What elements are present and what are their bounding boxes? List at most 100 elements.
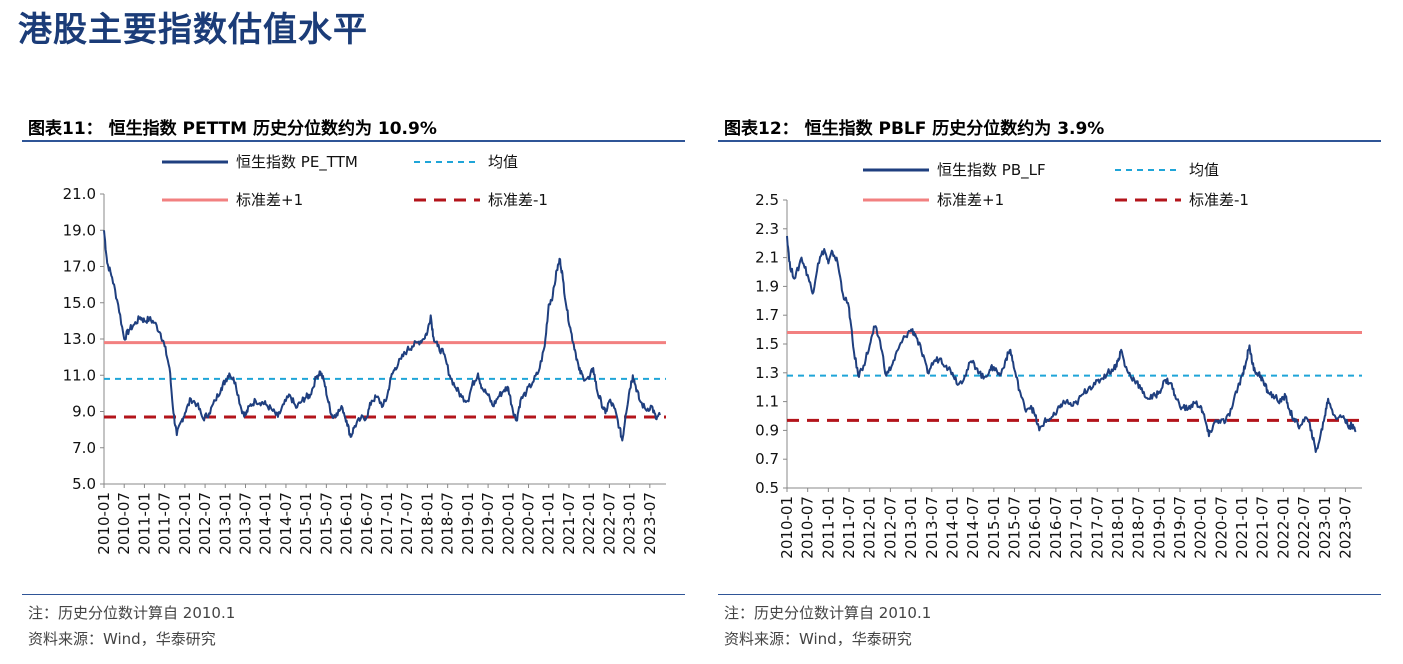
- figure-12-panel: 图表12： 恒生指数 PBLF 历史分位数约为 3.9% 0.5 0.7 0.9 1.…: [718, 110, 1383, 664]
- pb-legend-label-minus-1sd: 标准差-1: [1189, 191, 1249, 209]
- pb-y-tick-label: 1.7: [755, 306, 779, 324]
- pe-x-tick-label: 2020-07: [520, 492, 538, 555]
- pb-x-tick-label: 2012-07: [881, 496, 899, 559]
- pb-x-tick-label: 2023-07: [1336, 496, 1354, 559]
- pe-x-tick-label: 2018-07: [439, 492, 457, 555]
- pe-x-tick-label: 2023-07: [641, 492, 659, 555]
- pb-x-tick-label: 2019-01: [1150, 496, 1168, 559]
- pe-x-tick-label: 2012-07: [196, 492, 214, 555]
- pe-x-tick-label: 2013-07: [237, 492, 255, 555]
- pb-legend-label-plus-1sd: 标准差+1: [937, 191, 1004, 209]
- pb-x-tick-label: 2018-07: [1130, 496, 1148, 559]
- pe-y-tick-label: 17.0: [63, 258, 96, 276]
- page-title: 港股主要指数估值水平: [18, 10, 368, 50]
- pe-y-tick-label: 7.0: [72, 439, 96, 457]
- pe-x-tick-label: 2022-01: [580, 492, 598, 555]
- figure-11-top-rule: [22, 140, 685, 142]
- pe-x-tick-label: 2021-07: [560, 492, 578, 555]
- pe-x-tick-label: 2016-07: [358, 492, 376, 555]
- pe-x-tick-label: 2017-01: [378, 492, 396, 555]
- pe-x-tick-label: 2015-01: [297, 492, 315, 555]
- figure-12-top-rule: [718, 140, 1381, 142]
- figure-11-panel: 图表11： 恒生指数 PETTM 历史分位数约为 10.9% 5.0 7.0 9.0…: [22, 110, 687, 664]
- pe-x-tick-label: 2013-01: [216, 492, 234, 555]
- pb-series-line: [786, 235, 1357, 453]
- pb-x-tick-label: 2013-01: [902, 496, 920, 559]
- pe-x-tick-label: 2010-07: [115, 492, 133, 555]
- pb-y-tick-label: 1.5: [755, 335, 779, 353]
- pb-x-tick-label: 2021-07: [1254, 496, 1272, 559]
- figure-12-source: 资料来源：Wind，华泰研究: [724, 630, 912, 648]
- pb-y-tick-label: 2.3: [755, 220, 779, 238]
- pe-legend-label-plus-1sd: 标准差+1: [236, 191, 303, 209]
- pe-x-tick-label: 2012-01: [176, 492, 194, 555]
- pb-x-tick-label: 2016-01: [1026, 496, 1044, 559]
- figure-11-source: 资料来源：Wind，华泰研究: [28, 630, 216, 648]
- pb-legend-label-mean: 均值: [1189, 161, 1219, 179]
- pb-x-tick-label: 2016-07: [1047, 496, 1065, 559]
- pe-y-tick-label: 11.0: [63, 366, 96, 384]
- pb-y-tick-label: 0.9: [755, 421, 779, 439]
- figure-12-bottom-rule: [718, 594, 1381, 595]
- pe-x-tick-label: 2011-07: [156, 492, 174, 555]
- pe-legend-label-mean: 均值: [488, 153, 518, 171]
- figure-12-note: 注：历史分位数计算自 2010.1: [724, 604, 932, 622]
- pb-x-tick-label: 2012-01: [861, 496, 879, 559]
- pb-x-tick-label: 2017-07: [1088, 496, 1106, 559]
- pe-x-tick-label: 2021-01: [540, 492, 558, 555]
- pe-x-tick-label: 2022-07: [600, 492, 618, 555]
- pb-y-tick-label: 2.1: [755, 249, 779, 267]
- pb-x-tick-label: 2023-01: [1316, 496, 1334, 559]
- pb-x-tick-label: 2010-07: [799, 496, 817, 559]
- pe-legend-label-series: 恒生指数 PE_TTM: [236, 153, 358, 172]
- pb-x-tick-label: 2018-01: [1109, 496, 1127, 559]
- pe-x-tick-label: 2014-01: [257, 492, 275, 555]
- pe-y-tick-label: 13.0: [63, 330, 96, 348]
- pe-x-tick-label: 2023-01: [621, 492, 639, 555]
- pb-y-tick-label: 0.5: [755, 479, 779, 497]
- pb-y-tick-label: 1.1: [755, 393, 779, 411]
- pe-x-tick-label: 2011-01: [135, 492, 153, 555]
- pe-x-tick-label: 2016-01: [338, 492, 356, 555]
- figure-11-title: 图表11： 恒生指数 PETTM 历史分位数约为 10.9%: [28, 119, 437, 139]
- figure-11-note: 注：历史分位数计算自 2010.1: [28, 604, 236, 622]
- pb-x-tick-label: 2020-07: [1212, 496, 1230, 559]
- pe-y-tick-label: 9.0: [72, 403, 96, 421]
- pe-x-tick-label: 2010-01: [95, 492, 113, 555]
- pe-x-tick-label: 2020-01: [499, 492, 517, 555]
- pb-lf-chart: 0.5 0.7 0.9 1.1 1.3 1.5 1.7 1.9 2.1 2.3 2.5 2010-01…: [755, 161, 1362, 559]
- pb-x-tick-label: 2019-07: [1171, 496, 1189, 559]
- pe-series-line: [103, 230, 661, 442]
- pb-legend-label-series: 恒生指数 PB_LF: [937, 161, 1046, 180]
- pe-y-tick-label: 5.0: [72, 475, 96, 493]
- pb-x-tick-label: 2020-01: [1192, 496, 1210, 559]
- pb-x-tick-label: 2011-01: [819, 496, 837, 559]
- pb-x-tick-label: 2022-01: [1274, 496, 1292, 559]
- pb-x-tick-label: 2014-07: [964, 496, 982, 559]
- figure-11-bottom-rule: [22, 594, 685, 595]
- pe-y-tick-label: 19.0: [63, 221, 96, 239]
- pb-x-tick-label: 2021-01: [1233, 496, 1251, 559]
- pb-y-tick-label: 1.9: [755, 277, 779, 295]
- pe-x-tick-label: 2014-07: [277, 492, 295, 555]
- pe-y-tick-label: 21.0: [63, 185, 96, 203]
- pe-x-tick-label: 2018-01: [418, 492, 436, 555]
- pe-y-tick-label: 15.0: [63, 294, 96, 312]
- pb-x-tick-label: 2011-07: [840, 496, 858, 559]
- pe-legend-label-minus-1sd: 标准差-1: [488, 191, 548, 209]
- pb-x-tick-label: 2015-01: [985, 496, 1003, 559]
- pe-x-tick-label: 2019-07: [479, 492, 497, 555]
- pe-ttm-chart: 5.0 7.0 9.0 11.0 13.0 15.0 17.0 19.0 21.0 2010-01…: [63, 153, 666, 555]
- pe-x-tick-label: 2015-07: [317, 492, 335, 555]
- pe-x-tick-label: 2017-07: [398, 492, 416, 555]
- figure-12-title: 图表12： 恒生指数 PBLF 历史分位数约为 3.9%: [724, 119, 1105, 139]
- pb-x-tick-label: 2013-07: [923, 496, 941, 559]
- pb-x-tick-label: 2014-01: [943, 496, 961, 559]
- pb-x-tick-label: 2015-07: [1006, 496, 1024, 559]
- pb-x-tick-label: 2017-01: [1068, 496, 1086, 559]
- pb-x-tick-label: 2022-07: [1295, 496, 1313, 559]
- pb-y-tick-label: 1.3: [755, 364, 779, 382]
- pb-y-tick-label: 2.5: [755, 191, 779, 209]
- pb-y-tick-label: 0.7: [755, 450, 779, 468]
- pe-x-tick-label: 2019-01: [459, 492, 477, 555]
